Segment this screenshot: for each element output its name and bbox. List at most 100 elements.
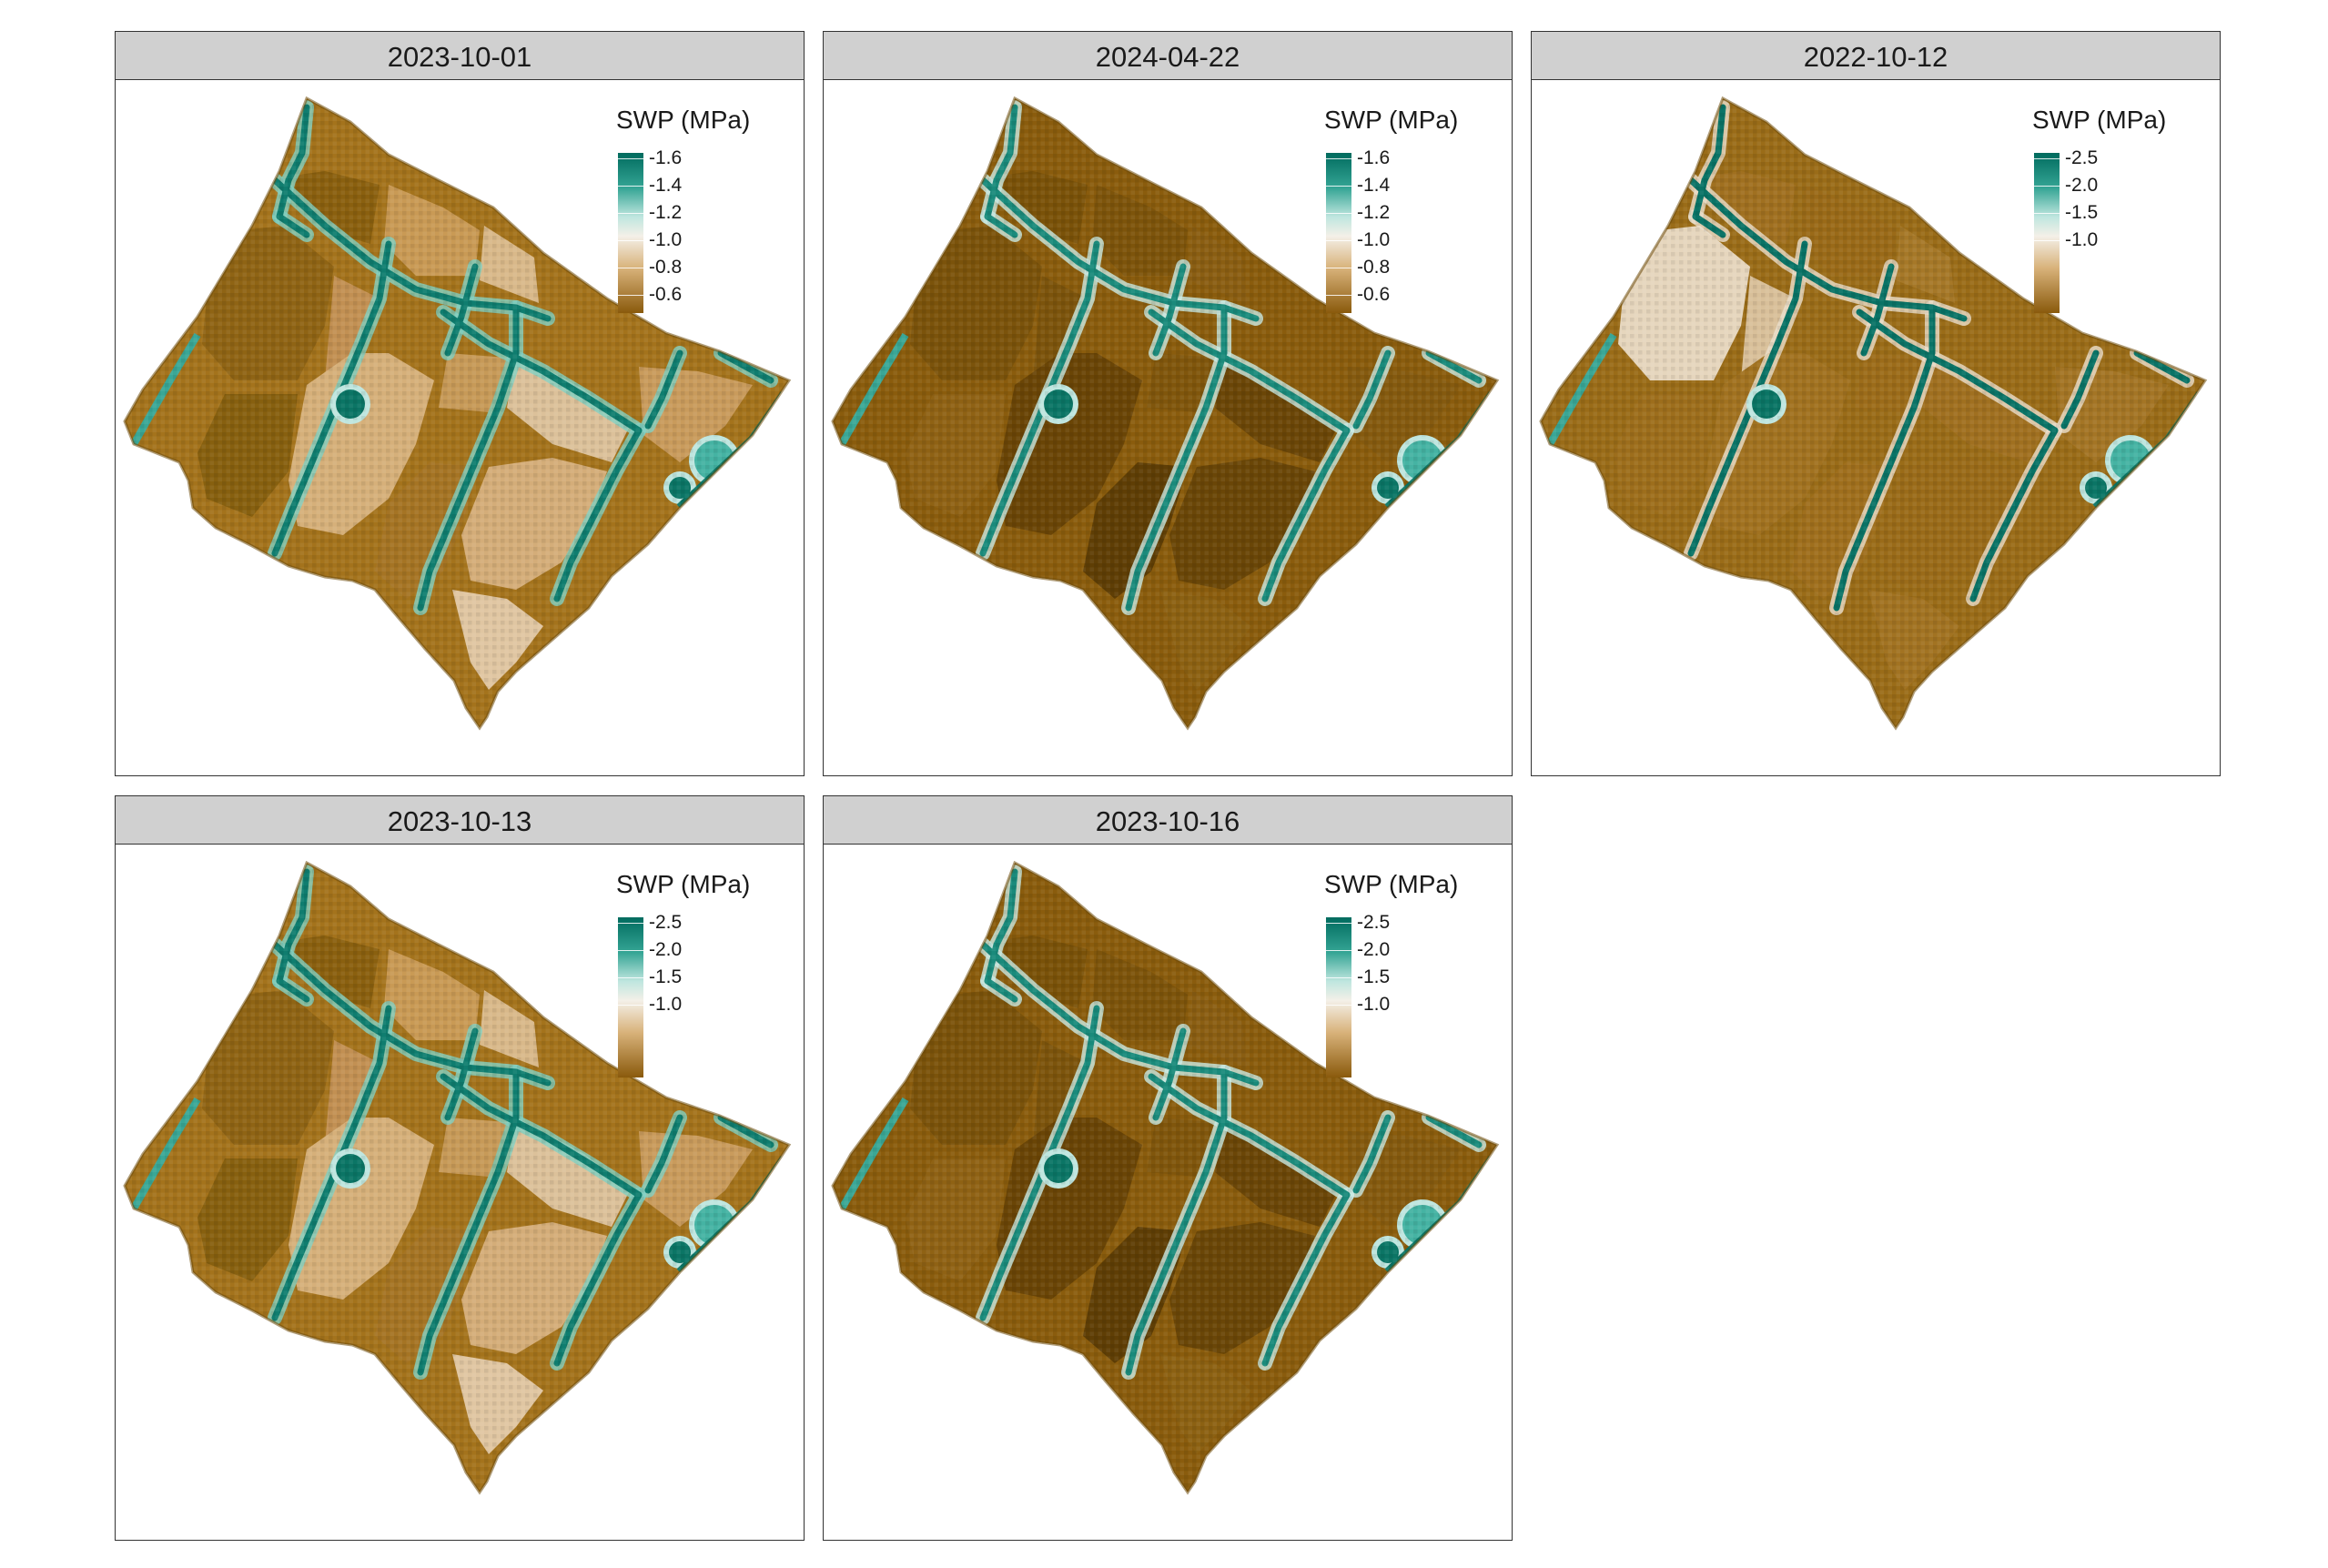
field-raster: [125, 98, 789, 728]
facet-date-label: 2024-04-22: [1095, 41, 1240, 73]
swp-map: [123, 860, 792, 1495]
field-boundary: [831, 96, 1500, 731]
legend-tick-mark: [618, 923, 643, 924]
legend-tick-mark: [618, 977, 643, 978]
legend-tick-mark: [2034, 186, 2060, 187]
facet-panel-2: 2024-04-22 SWP (MPa) -1.6 -1.4 -1.2 -1.0 -0.…: [823, 31, 1513, 776]
legend-tick-mark: [618, 950, 643, 951]
legend-tick-mark: [1326, 923, 1351, 924]
field-boundary: [123, 860, 792, 1495]
legend-tick-label: -1.2: [649, 202, 683, 223]
legend-tick-label: -1.4: [649, 175, 683, 196]
legend-tick-mark: [618, 240, 643, 241]
field-boundary: [123, 96, 792, 731]
legend-colorbar: [618, 917, 643, 1077]
field-boundary: [831, 860, 1500, 1495]
legend-title: SWP (MPa): [1324, 106, 1459, 134]
legend-title: SWP (MPa): [616, 870, 751, 898]
legend: SWP (MPa) -1.6 -1.4 -1.2 -1.0 -0.8 -0.6: [1324, 106, 1506, 324]
pixel-texture: [1541, 98, 2205, 728]
pixel-texture: [833, 863, 1497, 1492]
pixel-texture: [833, 98, 1497, 728]
legend-title: SWP (MPa): [1324, 870, 1459, 898]
legend-tick-label: -1.6: [1357, 147, 1391, 168]
legend-tick-label: -1.0: [2065, 229, 2099, 250]
legend-colorbar: [2034, 153, 2060, 313]
facet-panel-3: 2022-10-12 SWP (MPa) -2.5 -2.0 -1.5 -1.0: [1531, 31, 2221, 776]
legend-tick-label: -2.0: [649, 939, 683, 960]
legend-colorbar: [618, 153, 643, 313]
facet-panel-5: 2023-10-16 SWP (MPa) -2.5 -2.0 -1.5 -1.0: [823, 795, 1513, 1541]
map-frame: SWP (MPa) -2.5 -2.0 -1.5 -1.0: [1531, 79, 2221, 776]
legend-tick-mark: [2034, 158, 2060, 159]
legend-tick-label: -1.0: [649, 994, 683, 1015]
legend-tick-mark: [618, 186, 643, 187]
legend-colorbar: [1326, 917, 1351, 1077]
legend-tick-label: -1.0: [649, 229, 683, 250]
legend-tick-mark: [618, 213, 643, 214]
map-frame: SWP (MPa) -2.5 -2.0 -1.5 -1.0: [823, 844, 1513, 1541]
legend-tick-mark: [1326, 158, 1351, 159]
swp-map: [831, 860, 1500, 1495]
swp-map: [831, 96, 1500, 731]
legend: SWP (MPa) -2.5 -2.0 -1.5 -1.0: [1324, 870, 1506, 1088]
legend-tick-label: -1.5: [649, 966, 683, 987]
legend-tick-label: -0.6: [1357, 284, 1391, 305]
legend-tick-label: -0.8: [649, 257, 683, 278]
legend-tick-label: -2.0: [1357, 939, 1391, 960]
legend-title: SWP (MPa): [616, 106, 751, 134]
legend-tick-mark: [1326, 295, 1351, 296]
legend-tick-label: -0.6: [649, 284, 683, 305]
facet-strip: 2023-10-13: [115, 795, 805, 845]
legend-tick-mark: [2034, 213, 2060, 214]
legend-tick-label: -0.8: [1357, 257, 1391, 278]
legend-tick-mark: [618, 1005, 643, 1006]
legend-tick-label: -1.4: [1357, 175, 1391, 196]
legend-tick-mark: [1326, 950, 1351, 951]
legend-title: SWP (MPa): [2032, 106, 2167, 134]
legend-tick-label: -2.5: [649, 912, 683, 933]
pixel-texture: [125, 98, 789, 728]
facet-strip: 2022-10-12: [1531, 31, 2221, 80]
legend-tick-label: -2.0: [2065, 175, 2099, 196]
legend-tick-label: -2.5: [1357, 912, 1391, 933]
facet-strip: 2023-10-16: [823, 795, 1513, 845]
facet-date-label: 2023-10-13: [387, 805, 532, 837]
facet-panel-4: 2023-10-13 SWP (MPa) -2.5 -2.0 -1.5 -1.0: [115, 795, 805, 1541]
legend-tick-mark: [1326, 977, 1351, 978]
legend-tick-label: -1.6: [649, 147, 683, 168]
field-raster: [833, 863, 1497, 1492]
legend: SWP (MPa) -2.5 -2.0 -1.5 -1.0: [616, 870, 798, 1088]
pixel-texture: [125, 863, 789, 1492]
legend-tick-label: -1.0: [1357, 229, 1391, 250]
map-frame: SWP (MPa) -1.6 -1.4 -1.2 -1.0 -0.8 -0.6: [115, 79, 805, 776]
swp-map: [1539, 96, 2208, 731]
facet-date-label: 2023-10-01: [387, 41, 532, 73]
legend-colorbar: [1326, 153, 1351, 313]
legend-tick-mark: [1326, 213, 1351, 214]
legend-tick-label: -1.5: [1357, 966, 1391, 987]
legend-tick-label: -1.5: [2065, 202, 2099, 223]
legend-tick-label: -2.5: [2065, 147, 2099, 168]
field-raster: [125, 863, 789, 1492]
swp-map: [123, 96, 792, 731]
legend-tick-mark: [1326, 240, 1351, 241]
legend: SWP (MPa) -2.5 -2.0 -1.5 -1.0: [2032, 106, 2214, 324]
facet-strip: 2024-04-22: [823, 31, 1513, 80]
legend-tick-label: -1.2: [1357, 202, 1391, 223]
legend: SWP (MPa) -1.6 -1.4 -1.2 -1.0 -0.8 -0.6: [616, 106, 798, 324]
legend-tick-mark: [618, 158, 643, 159]
legend-tick-mark: [2034, 240, 2060, 241]
facet-strip: 2023-10-01: [115, 31, 805, 80]
field-boundary: [1539, 96, 2208, 731]
facet-panel-1: 2023-10-01 SWP (MPa) -1.6 -1.4 -1.2 -1.0 -0.…: [115, 31, 805, 776]
map-frame: SWP (MPa) -1.6 -1.4 -1.2 -1.0 -0.8 -0.6: [823, 79, 1513, 776]
facet-date-label: 2023-10-16: [1095, 805, 1240, 837]
legend-tick-mark: [1326, 186, 1351, 187]
map-frame: SWP (MPa) -2.5 -2.0 -1.5 -1.0: [115, 844, 805, 1541]
legend-tick-mark: [618, 295, 643, 296]
legend-tick-label: -1.0: [1357, 994, 1391, 1015]
legend-tick-mark: [1326, 1005, 1351, 1006]
facet-date-label: 2022-10-12: [1803, 41, 1948, 73]
field-raster: [833, 98, 1497, 728]
